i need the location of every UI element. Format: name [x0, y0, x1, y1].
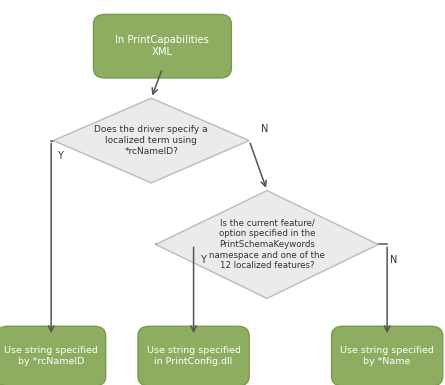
- Text: Use string specified
in PrintConfig.dll: Use string specified in PrintConfig.dll: [147, 346, 240, 366]
- Text: Y: Y: [57, 151, 63, 161]
- FancyBboxPatch shape: [93, 14, 231, 78]
- Text: N: N: [261, 124, 268, 134]
- FancyBboxPatch shape: [138, 326, 249, 385]
- Text: Use string specified
by *Name: Use string specified by *Name: [340, 346, 434, 366]
- Text: Is the current feature/
option specified in the
PrintSchemaKeywords
namespace an: Is the current feature/ option specified…: [209, 218, 325, 271]
- FancyBboxPatch shape: [332, 326, 443, 385]
- Text: Use string specified
by *rcNameID: Use string specified by *rcNameID: [4, 346, 98, 366]
- FancyBboxPatch shape: [0, 326, 106, 385]
- Text: N: N: [390, 255, 397, 265]
- Text: Y: Y: [199, 255, 206, 265]
- Text: In PrintCapabilities
XML: In PrintCapabilities XML: [116, 35, 209, 57]
- Text: Does the driver specify a
localized term using
*rcNameID?: Does the driver specify a localized term…: [94, 125, 208, 156]
- Polygon shape: [53, 98, 249, 183]
- Polygon shape: [156, 191, 378, 298]
